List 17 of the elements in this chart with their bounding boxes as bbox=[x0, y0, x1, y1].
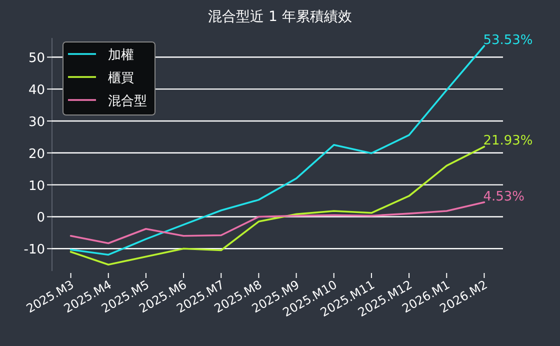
data-label: 4.53% bbox=[483, 189, 525, 204]
data-label: 21.93% bbox=[483, 134, 533, 149]
legend-label: 加權 bbox=[108, 48, 134, 63]
line-series bbox=[70, 44, 486, 256]
y-tick-label: 30 bbox=[28, 114, 45, 130]
line-series bbox=[70, 201, 486, 244]
y-tick-label: 50 bbox=[28, 51, 45, 66]
legend-label: 混合型 bbox=[108, 94, 147, 109]
line-series bbox=[70, 146, 486, 266]
y-tick-label: -10 bbox=[24, 242, 45, 258]
y-tick-label: 20 bbox=[28, 146, 45, 162]
y-tick-label: 10 bbox=[28, 178, 45, 194]
y-tick-label: 40 bbox=[28, 83, 45, 98]
chart-title: 混合型近 1 年累積績效 bbox=[208, 9, 352, 25]
data-label: 53.53% bbox=[483, 32, 533, 48]
legend-label: 櫃買 bbox=[108, 71, 134, 86]
y-tick-label: 0 bbox=[36, 210, 45, 226]
